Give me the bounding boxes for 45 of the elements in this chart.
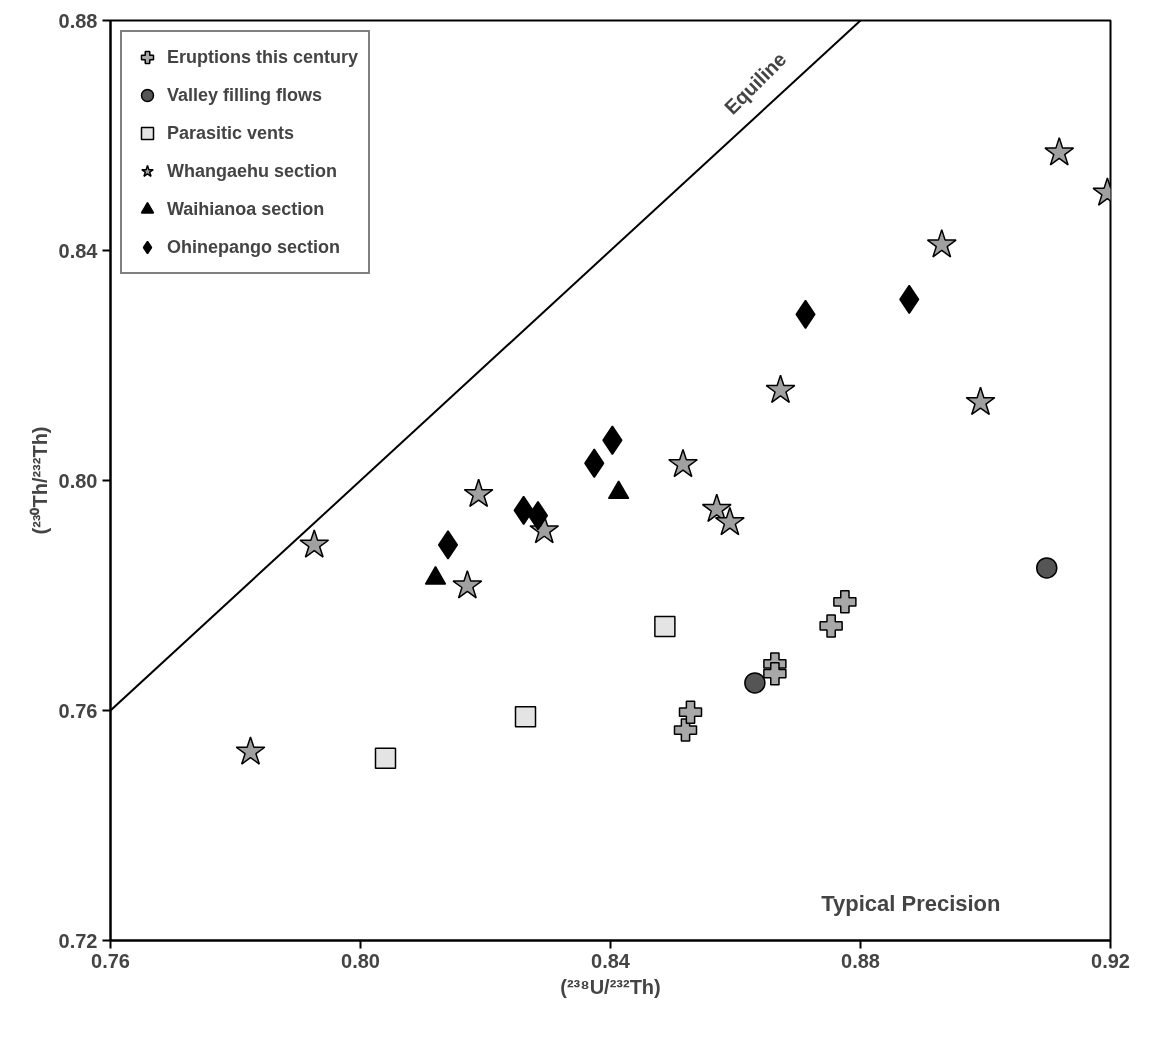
point [437, 530, 459, 560]
legend-label: Valley filling flows [167, 84, 323, 106]
legend-label: Waihianoa section [167, 198, 325, 220]
point [833, 590, 857, 614]
point [584, 448, 605, 478]
point [374, 747, 397, 769]
point [763, 661, 787, 686]
point [678, 700, 703, 724]
x-tick-label: 0.88 [841, 949, 880, 972]
point [714, 506, 745, 536]
point [765, 374, 796, 404]
x-tick-label: 0.76 [91, 949, 130, 972]
point [701, 493, 732, 523]
y-tick-label: 0.80 [58, 469, 98, 492]
x-axis-title: (²³⁸U/²³²Th) [560, 975, 661, 998]
point [514, 706, 537, 728]
point [673, 718, 698, 742]
y-tick-label: 0.84 [58, 239, 99, 262]
x-tick-label: 0.84 [591, 949, 631, 972]
point [1036, 557, 1058, 579]
point [527, 500, 549, 531]
point [667, 448, 699, 478]
point [654, 615, 676, 638]
point [235, 736, 266, 765]
x-tick-label: 0.80 [341, 949, 380, 972]
point [965, 386, 996, 416]
point [607, 480, 630, 500]
y-axis-title: (²³⁰Th/²³²Th) [28, 426, 51, 535]
point [452, 569, 483, 599]
annotation: Typical Precision [821, 890, 1001, 916]
y-tick-label: 0.76 [58, 699, 98, 722]
point [299, 529, 330, 558]
point [463, 478, 494, 508]
point [744, 672, 766, 694]
legend-label: Whangaehu section [167, 160, 338, 182]
point [602, 425, 623, 455]
point [819, 614, 843, 638]
x-tick-label: 0.92 [1091, 949, 1130, 972]
y-tick-label: 0.72 [58, 929, 98, 952]
y-tick-label: 0.88 [58, 9, 98, 32]
legend-label: Parasitic vents [167, 122, 295, 144]
legend-label: Ohinepango section [167, 236, 341, 258]
point [1044, 137, 1075, 166]
point [926, 229, 957, 258]
legend-label: Eruptions this century [167, 46, 359, 68]
